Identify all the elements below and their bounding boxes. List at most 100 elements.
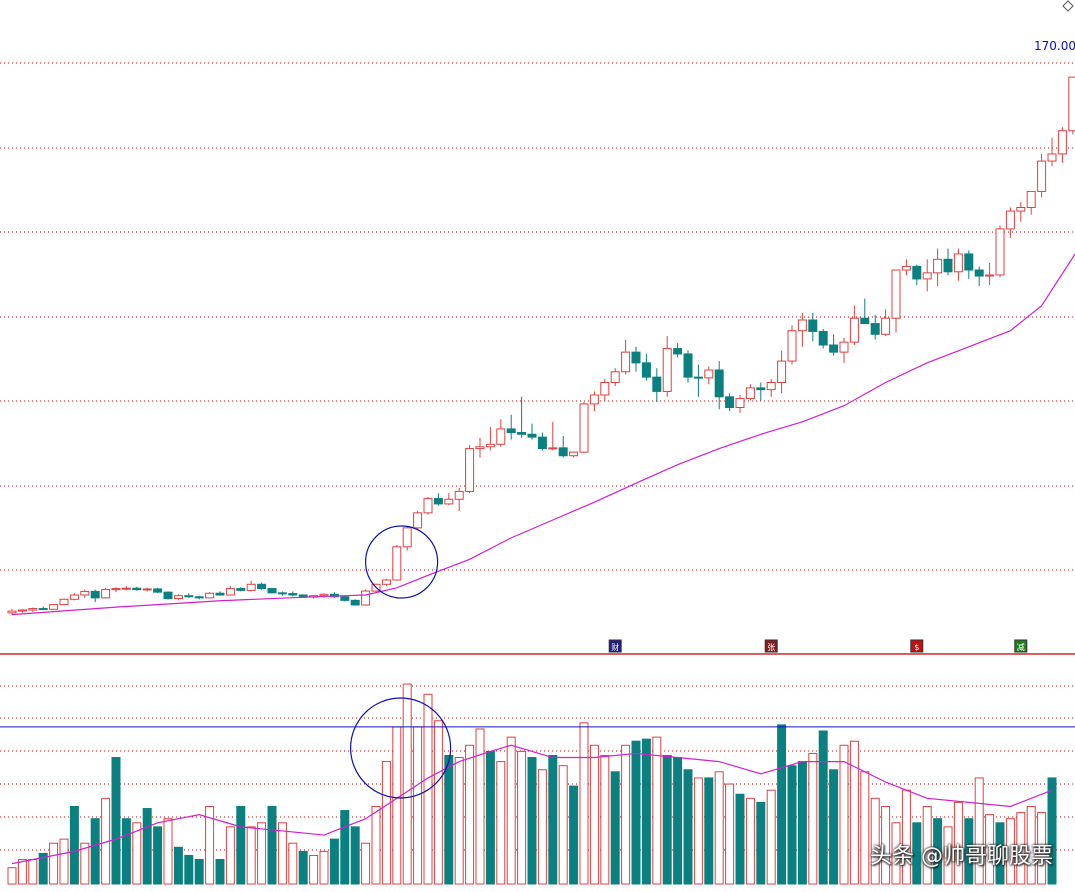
candle-body (901, 265, 911, 271)
candle (725, 393, 735, 412)
volume-bar (277, 822, 287, 885)
candle (548, 421, 558, 451)
volume-bar (184, 854, 194, 885)
candle (621, 339, 631, 375)
candle (225, 586, 235, 596)
marker-box[interactable] (608, 639, 622, 653)
candle-body (797, 319, 807, 332)
candle (142, 587, 152, 592)
volume-bar (17, 859, 27, 885)
volume-bar (496, 761, 506, 885)
candle (7, 609, 17, 615)
volume-bar (28, 859, 38, 885)
candle (974, 266, 984, 287)
volume-bar (298, 850, 308, 885)
candle-body (267, 588, 277, 594)
candle-body (28, 608, 38, 611)
volume-bar-series (7, 683, 1057, 885)
candle (194, 595, 204, 600)
candle-body (891, 269, 901, 319)
volume-bar (641, 738, 651, 885)
candle-body (319, 593, 329, 597)
marker-box[interactable] (764, 639, 778, 653)
candle-body (756, 387, 766, 391)
candle (1016, 202, 1026, 222)
candle (704, 366, 714, 385)
volume-bar (319, 850, 329, 885)
volume-bar (309, 854, 319, 885)
candle (849, 305, 859, 345)
candle (818, 328, 828, 349)
candle-body (610, 371, 620, 383)
event-marker[interactable]: 财 (608, 639, 622, 653)
candle (392, 545, 402, 581)
candle-body (652, 376, 662, 392)
candle-body (257, 583, 267, 590)
candle (673, 343, 683, 358)
event-marker[interactable]: $ (910, 639, 924, 653)
candle-body (69, 594, 79, 600)
event-marker[interactable]: 张 (764, 639, 778, 653)
candle (891, 269, 901, 333)
candle-body (184, 595, 194, 598)
marker-box[interactable] (1014, 639, 1028, 653)
volume-bar (485, 750, 495, 885)
candle (454, 487, 464, 512)
candle-body (496, 428, 506, 445)
candle-body (922, 272, 932, 280)
marker-box[interactable] (910, 639, 924, 653)
candle (246, 580, 256, 592)
candle (922, 259, 932, 292)
volume-bar (205, 805, 215, 885)
volume-highlight-circle (350, 697, 452, 799)
candle (444, 493, 454, 505)
candle (111, 587, 121, 593)
marker-label: 张 (767, 643, 775, 652)
candle-body (236, 588, 246, 591)
volume-bar (340, 810, 350, 885)
candle-body (673, 348, 683, 355)
candle-body (641, 362, 651, 378)
volume-bar (257, 822, 267, 885)
candle-body (1005, 210, 1015, 230)
candle (860, 298, 870, 325)
candle (277, 591, 287, 596)
candle-body (392, 546, 402, 581)
candle-body (101, 589, 111, 599)
volume-bar (194, 859, 204, 885)
candle (756, 382, 766, 401)
candle (641, 353, 651, 381)
volume-bar (142, 808, 152, 885)
candle-body (350, 599, 360, 606)
volume-bar (662, 754, 672, 885)
candle (236, 587, 246, 592)
candle (777, 350, 787, 394)
candle-body (1016, 207, 1026, 212)
candle-body (7, 610, 17, 614)
candle (652, 368, 662, 403)
candle (215, 591, 225, 596)
volume-bar (693, 777, 703, 885)
volume-bar (288, 842, 298, 885)
volume-bar (881, 805, 891, 885)
volume-bar (361, 842, 371, 885)
candle (527, 423, 537, 440)
candle (953, 248, 963, 281)
diamond-icon[interactable] (1062, 0, 1074, 12)
event-marker[interactable]: 减 (1014, 639, 1028, 653)
candle-body (288, 593, 298, 596)
marker-label: 财 (611, 642, 619, 652)
volume-bar (818, 730, 828, 885)
candle (745, 384, 755, 401)
volume-bar (579, 722, 589, 885)
volume-bar (860, 771, 870, 885)
volume-bar (797, 761, 807, 885)
event-markers: 财 张 $ 减 (608, 639, 1028, 653)
candle-body (829, 344, 839, 353)
volume-bar (673, 757, 683, 885)
volume-bar (725, 783, 735, 885)
candle (714, 361, 724, 410)
candle-body (621, 351, 631, 373)
candle-body (423, 498, 433, 514)
